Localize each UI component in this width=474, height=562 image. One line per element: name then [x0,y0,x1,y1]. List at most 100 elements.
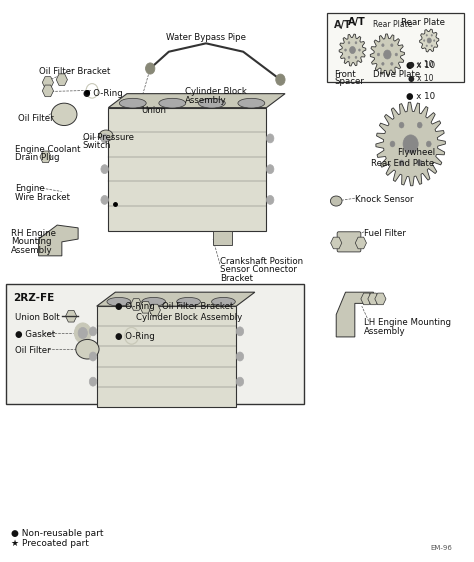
FancyBboxPatch shape [337,232,361,252]
Text: Cylinder Block: Cylinder Block [185,88,247,97]
Circle shape [417,122,422,128]
Polygon shape [65,310,77,322]
Polygon shape [376,102,446,186]
Ellipse shape [330,196,342,206]
FancyBboxPatch shape [213,230,232,244]
Circle shape [424,40,425,42]
Polygon shape [42,76,54,88]
Circle shape [399,122,404,128]
Ellipse shape [76,339,99,359]
Circle shape [266,134,274,143]
Bar [327,12,464,83]
Text: ● O-Ring: ● O-Ring [115,302,155,311]
Circle shape [236,352,244,361]
Text: ● x 10: ● x 10 [406,92,435,101]
Ellipse shape [51,103,77,125]
Circle shape [74,323,91,343]
Circle shape [276,74,285,85]
Text: Rear End Plate: Rear End Plate [371,159,434,168]
Circle shape [266,165,274,174]
Text: Oil Filter: Oil Filter [15,346,51,355]
Polygon shape [419,29,439,52]
Text: Water Bypass Pipe: Water Bypass Pipe [166,33,246,42]
FancyBboxPatch shape [97,306,236,407]
Circle shape [426,141,431,147]
Text: ● Non-reusable part: ● Non-reusable part [11,529,103,538]
Text: Drive Plate: Drive Plate [374,70,420,79]
Circle shape [78,328,87,338]
Text: Rear Plate: Rear Plate [401,17,445,26]
Text: Oil Filter Bracket: Oil Filter Bracket [38,67,110,76]
Circle shape [101,165,109,174]
Polygon shape [131,298,142,310]
Polygon shape [109,94,285,108]
Ellipse shape [119,98,146,108]
Text: Rear Plate: Rear Plate [374,20,413,29]
Text: Union Bolt: Union Bolt [15,313,60,322]
Text: A/T: A/T [334,20,352,30]
Circle shape [434,40,435,42]
Text: LH Engine Mounting: LH Engine Mounting [364,319,451,328]
Polygon shape [370,34,404,75]
Circle shape [266,196,274,205]
Polygon shape [356,237,366,249]
Circle shape [146,63,155,74]
Circle shape [89,327,97,336]
Polygon shape [140,301,151,313]
Text: ★ Precoated part: ★ Precoated part [11,540,89,549]
Polygon shape [361,293,372,305]
Text: Cylinder Block Assembly: Cylinder Block Assembly [136,313,243,322]
Circle shape [391,62,393,65]
Circle shape [89,352,97,361]
Text: Switch: Switch [83,141,111,150]
Text: Mounting: Mounting [11,237,51,246]
Circle shape [391,44,393,47]
Polygon shape [97,292,255,306]
Ellipse shape [199,98,225,108]
Circle shape [236,377,244,386]
Ellipse shape [107,297,131,306]
Ellipse shape [238,98,265,108]
Circle shape [395,53,398,56]
Circle shape [427,38,431,43]
Text: Drain Plug: Drain Plug [15,153,60,162]
Text: Bracket: Bracket [220,274,253,283]
Polygon shape [56,74,67,85]
FancyBboxPatch shape [109,108,266,230]
Ellipse shape [142,297,165,306]
Circle shape [348,42,350,44]
Circle shape [399,160,404,166]
Polygon shape [38,225,78,256]
Text: Assembly: Assembly [11,246,52,255]
Text: Crankshaft Position: Crankshaft Position [220,257,303,266]
Text: Oil Filter Bracket: Oil Filter Bracket [162,302,233,311]
Text: ● x 10: ● x 10 [406,61,435,70]
Text: ● x 10: ● x 10 [408,74,434,83]
Polygon shape [42,85,54,97]
Polygon shape [149,304,160,316]
Circle shape [382,62,384,65]
Text: Engine Coolant: Engine Coolant [15,145,81,154]
Text: ● Gasket: ● Gasket [15,330,55,339]
Circle shape [89,377,97,386]
Circle shape [383,50,391,59]
Polygon shape [40,151,51,162]
Circle shape [355,42,357,44]
Text: ● O-Ring: ● O-Ring [115,332,155,342]
Text: ● x 10: ● x 10 [408,60,434,69]
Text: Flywheel: Flywheel [397,148,435,157]
Ellipse shape [211,297,235,306]
Polygon shape [336,292,374,337]
Text: 2RZ-FE: 2RZ-FE [13,293,54,303]
Circle shape [426,45,428,47]
Text: Sensor Connector: Sensor Connector [220,265,297,274]
Text: Front: Front [334,70,356,79]
Text: EM-96: EM-96 [430,545,453,551]
Text: Assembly: Assembly [364,327,406,336]
Text: Oil Filter: Oil Filter [18,114,53,123]
Circle shape [348,56,350,58]
Ellipse shape [99,130,113,141]
Circle shape [101,134,109,143]
Circle shape [417,160,422,166]
Text: A/T: A/T [348,17,365,27]
